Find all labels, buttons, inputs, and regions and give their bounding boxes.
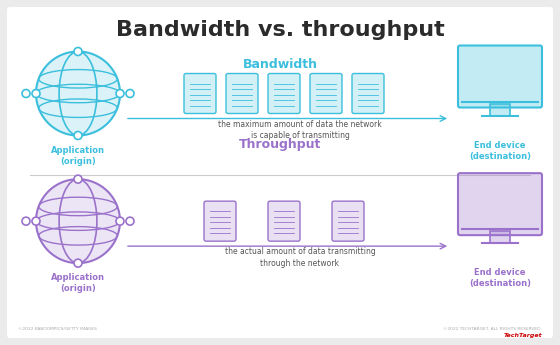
Text: ©2022 KABOOMPICS/GETTY IMAGES: ©2022 KABOOMPICS/GETTY IMAGES [18, 327, 97, 331]
FancyBboxPatch shape [268, 73, 300, 114]
Text: End device
(destination): End device (destination) [469, 268, 531, 288]
Text: ©2022 TECHTARGET. ALL RIGHTS RESERVED.: ©2022 TECHTARGET. ALL RIGHTS RESERVED. [444, 327, 542, 331]
Ellipse shape [36, 179, 120, 263]
FancyBboxPatch shape [352, 73, 384, 114]
Circle shape [22, 217, 30, 225]
FancyBboxPatch shape [226, 73, 258, 114]
Circle shape [32, 217, 40, 225]
Text: Bandwidth vs. throughput: Bandwidth vs. throughput [115, 20, 445, 40]
Circle shape [74, 259, 82, 267]
Text: Throughput: Throughput [239, 138, 321, 151]
Text: the maximum amount of data the network
is capable of transmitting: the maximum amount of data the network i… [218, 119, 382, 140]
Circle shape [116, 89, 124, 98]
FancyBboxPatch shape [332, 201, 364, 241]
Text: Application
(origin): Application (origin) [51, 273, 105, 293]
Bar [490, 231, 510, 243]
Circle shape [74, 175, 82, 183]
FancyBboxPatch shape [268, 201, 300, 241]
Text: the actual amount of data transmitting
through the network: the actual amount of data transmitting t… [225, 247, 375, 268]
FancyBboxPatch shape [7, 7, 553, 338]
Circle shape [22, 89, 30, 98]
Bar [490, 231, 510, 243]
Bar [490, 104, 510, 116]
FancyBboxPatch shape [204, 201, 236, 241]
Circle shape [116, 217, 124, 225]
Text: End device
(destination): End device (destination) [469, 140, 531, 161]
Bar [490, 104, 510, 116]
FancyBboxPatch shape [310, 73, 342, 114]
Text: TechTarget: TechTarget [503, 333, 542, 337]
Circle shape [126, 89, 134, 98]
Text: Bandwidth: Bandwidth [242, 59, 318, 71]
FancyBboxPatch shape [184, 73, 216, 114]
Ellipse shape [36, 51, 120, 136]
Text: Application
(origin): Application (origin) [51, 146, 105, 166]
FancyBboxPatch shape [458, 46, 542, 108]
FancyBboxPatch shape [458, 173, 542, 235]
Circle shape [126, 217, 134, 225]
Circle shape [32, 89, 40, 98]
Circle shape [74, 131, 82, 139]
Circle shape [74, 48, 82, 56]
